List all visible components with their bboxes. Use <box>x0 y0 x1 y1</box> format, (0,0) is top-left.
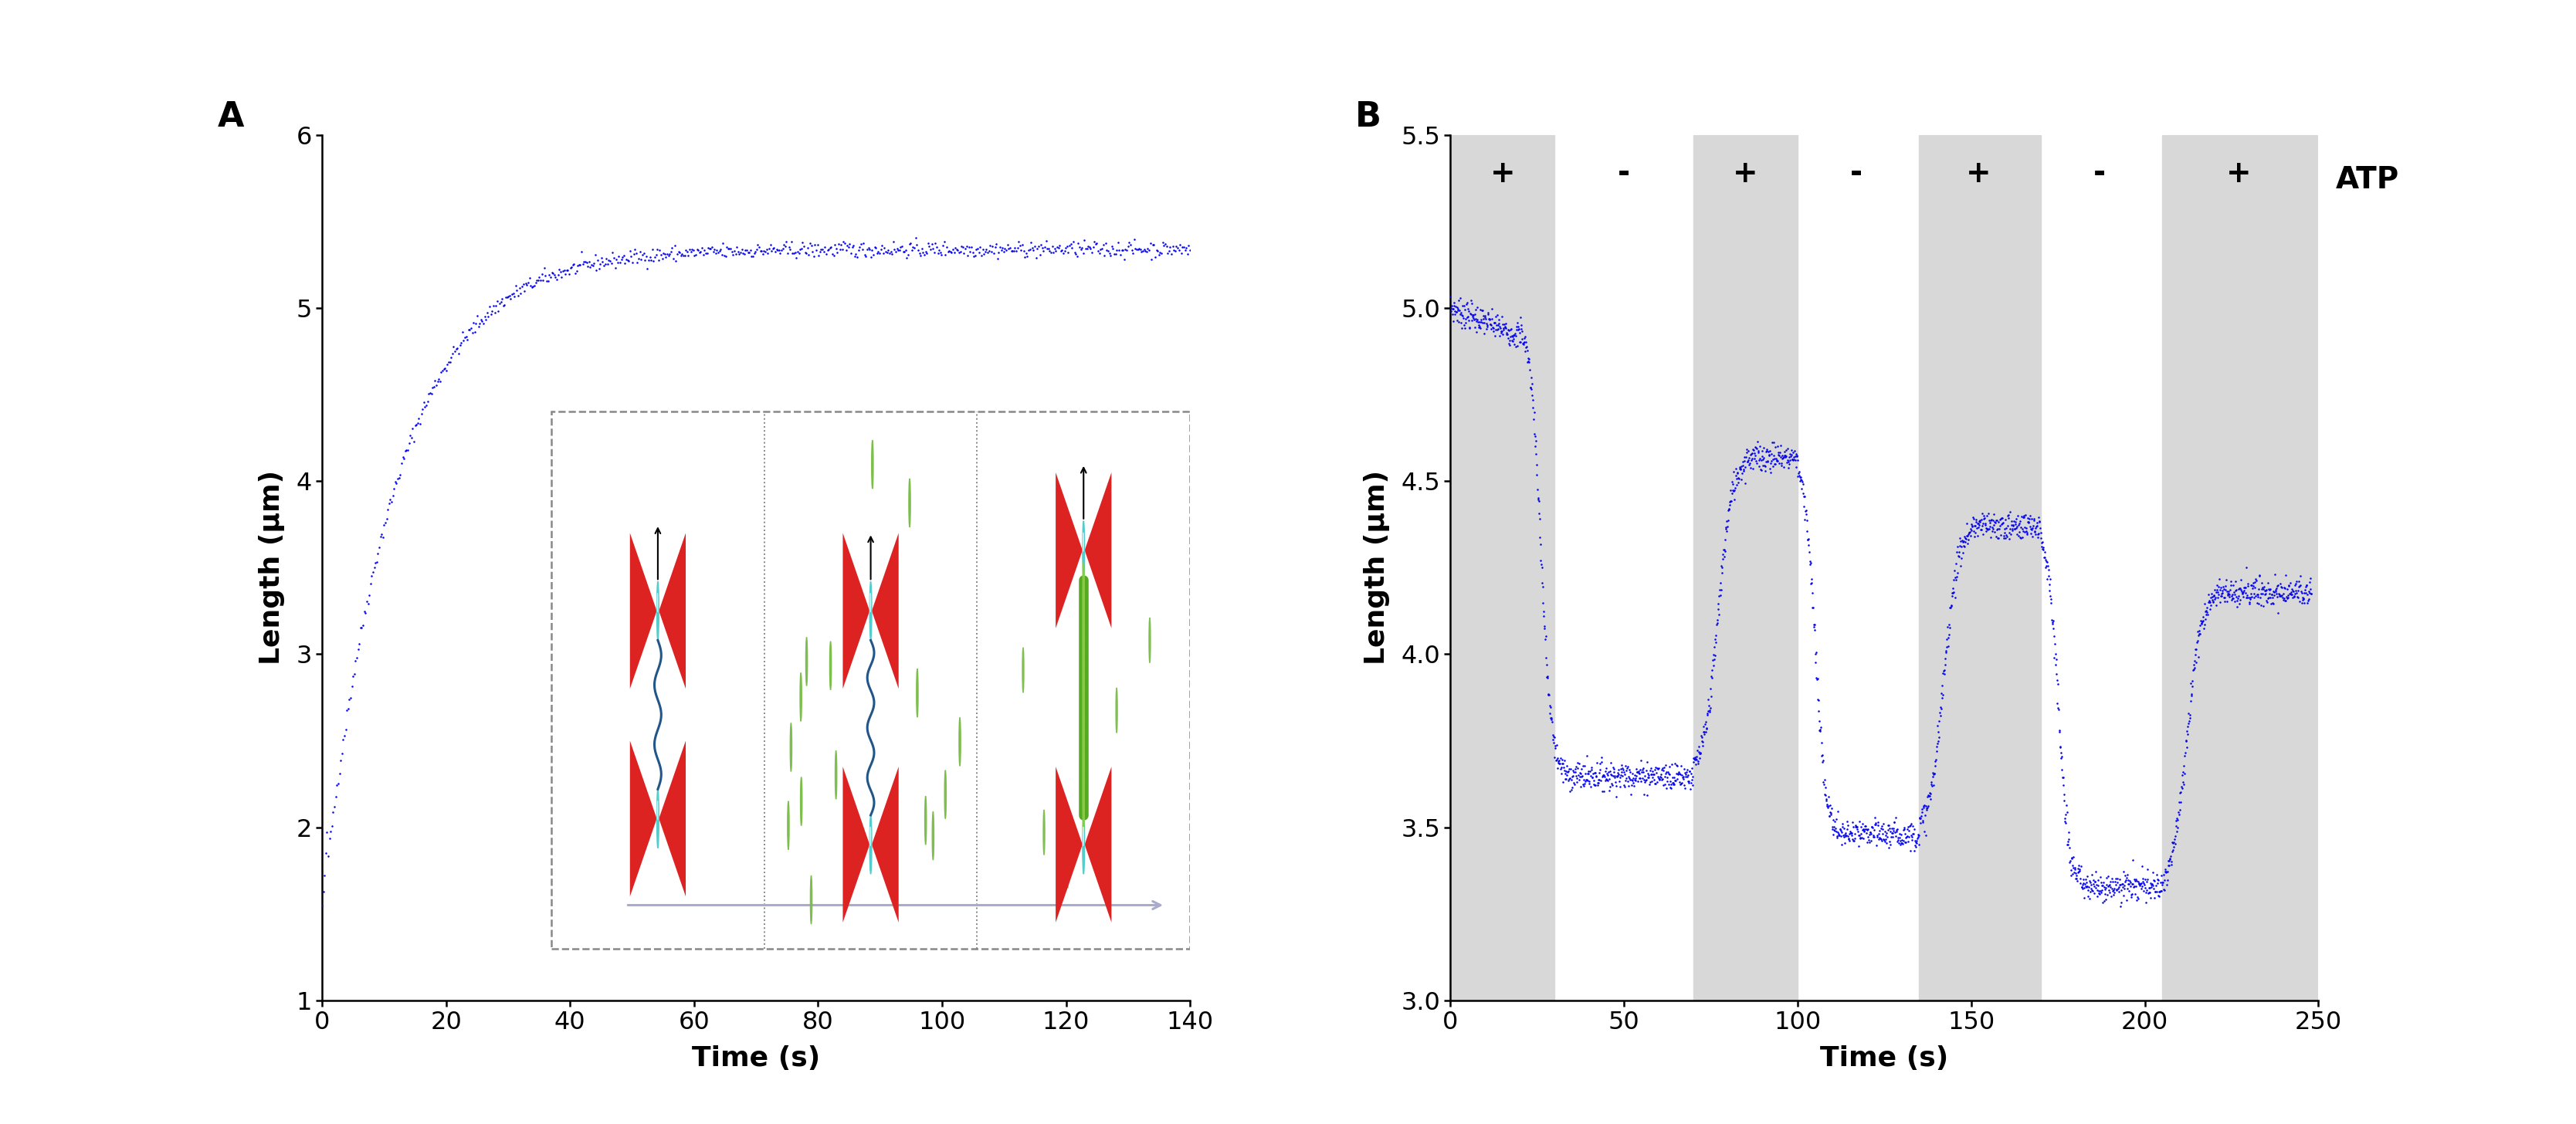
X-axis label: Time (s): Time (s) <box>693 1045 819 1071</box>
Text: +: + <box>2226 160 2251 189</box>
Polygon shape <box>1056 472 1082 628</box>
Polygon shape <box>871 533 899 689</box>
Polygon shape <box>631 741 657 897</box>
Polygon shape <box>842 767 871 923</box>
Bar <box>1692 135 1798 1000</box>
Text: A: A <box>219 100 245 134</box>
Text: B: B <box>1355 100 1381 134</box>
Bar <box>1450 135 1553 1000</box>
Y-axis label: Length (μm): Length (μm) <box>260 470 286 665</box>
Polygon shape <box>659 533 685 689</box>
Bar <box>2161 135 2318 1000</box>
Text: ATP: ATP <box>2336 165 2398 194</box>
Polygon shape <box>842 533 871 689</box>
Bar <box>1919 135 2040 1000</box>
Polygon shape <box>1056 767 1082 923</box>
Text: +: + <box>1489 160 1515 189</box>
Text: -: - <box>2094 160 2107 189</box>
Y-axis label: Length (μm): Length (μm) <box>1363 470 1391 665</box>
Text: +: + <box>1965 160 1991 189</box>
Polygon shape <box>659 741 685 897</box>
Polygon shape <box>871 767 899 923</box>
Bar <box>551 411 1190 949</box>
Text: +: + <box>1734 160 1757 189</box>
Text: -: - <box>1850 160 1862 189</box>
Polygon shape <box>1084 767 1110 923</box>
Polygon shape <box>631 533 657 689</box>
X-axis label: Time (s): Time (s) <box>1821 1045 1947 1071</box>
Text: -: - <box>1618 160 1631 189</box>
Polygon shape <box>1084 472 1110 628</box>
